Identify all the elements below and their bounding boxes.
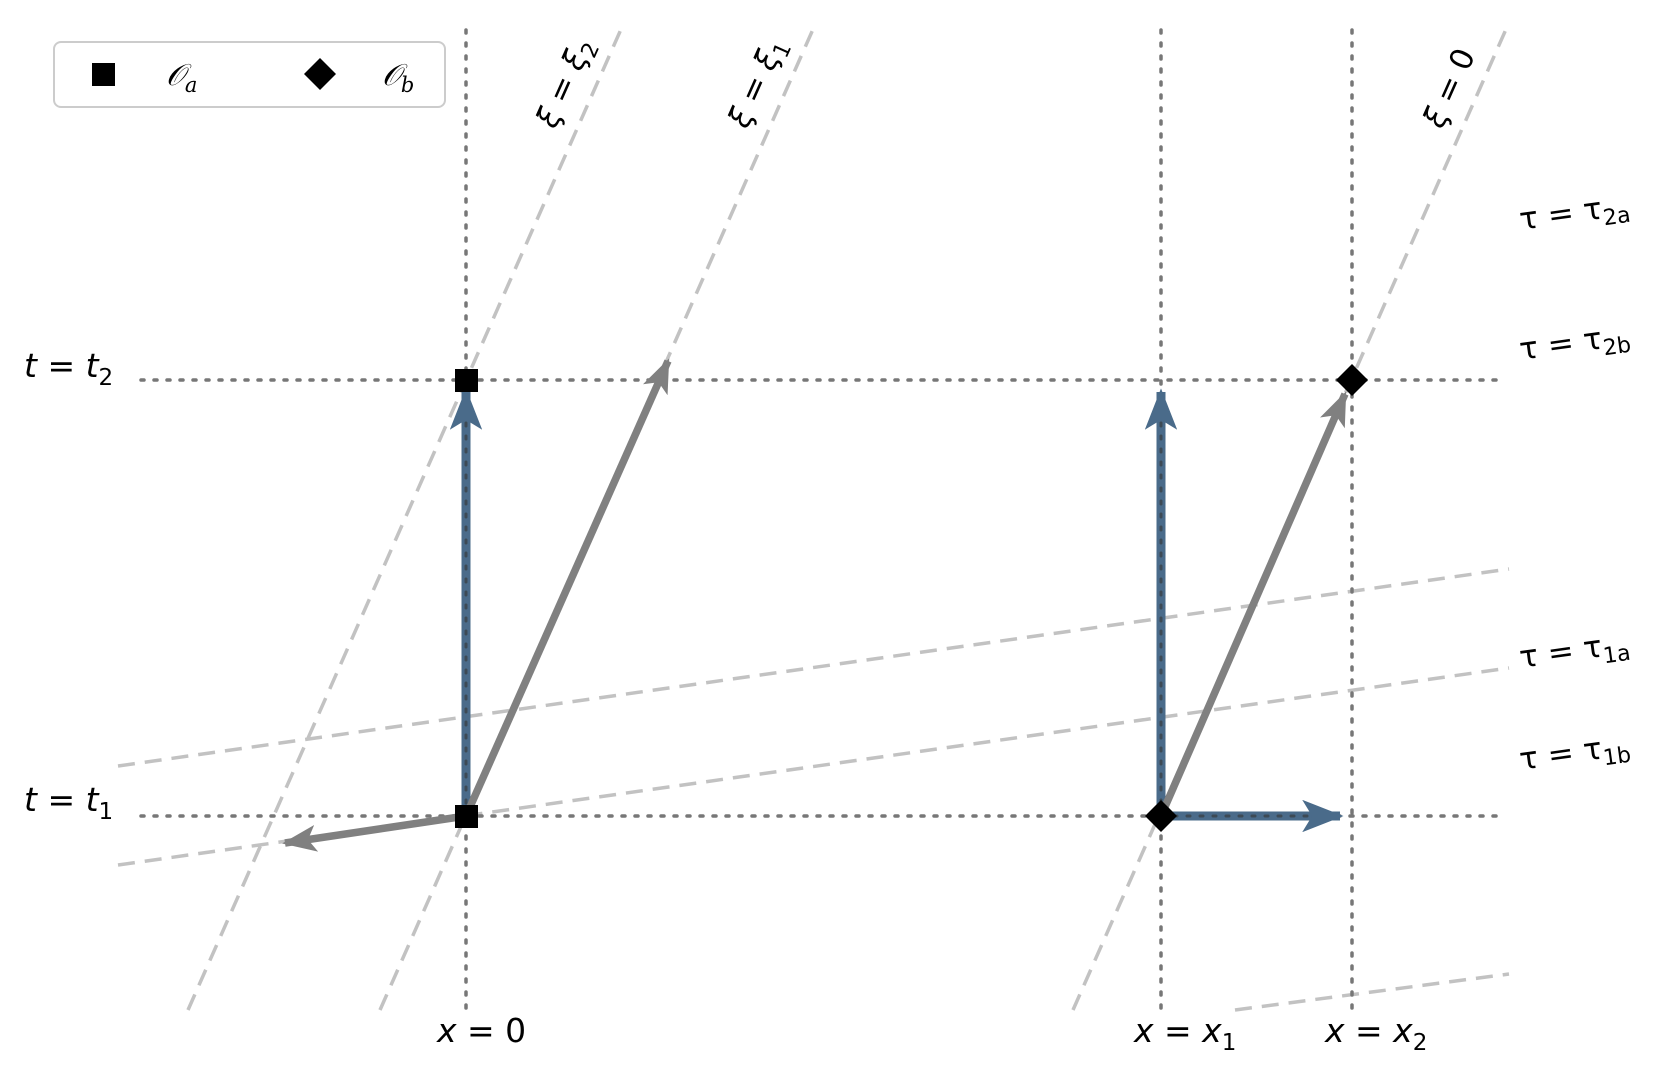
legend-square-icon: [92, 63, 115, 86]
position-labels: x = 0 x = x1 x = x2: [436, 1011, 1427, 1056]
event-diamond-marker: [1145, 800, 1177, 832]
tau-line-lower: [117, 666, 1510, 867]
gray-arrow-left-back: [282, 812, 467, 852]
label-x-equals-0: x = 0: [436, 1011, 526, 1050]
moving-frame-arrows: [282, 358, 1349, 852]
legend: 𝒪a 𝒪b: [53, 41, 446, 108]
label-xi-equals-xi1: ξ = ξ1: [721, 32, 797, 136]
coordinate-grid: [139, 28, 1506, 1010]
tau-labels: τ = τ2a τ = τ2b τ = τ1a τ = τ1b: [1517, 187, 1633, 783]
label-t-equals-t2: t = t2: [24, 346, 113, 391]
event-square-marker: [455, 369, 478, 392]
xi-constant-lines: [186, 26, 1509, 1011]
legend-box: [53, 41, 446, 108]
xi-zero-line: [1071, 26, 1509, 1011]
gray-arrow-right-diagonal: [1157, 391, 1349, 818]
gray-arrow-left-diagonal: [462, 358, 672, 818]
label-x-equals-x2: x = x2: [1324, 1011, 1427, 1056]
tau-line-upper: [117, 567, 1510, 768]
label-t-equals-t1: t = t1: [24, 780, 113, 825]
event-markers: [455, 364, 1368, 832]
legend-label-a: 𝒪a: [166, 58, 197, 97]
event-diamond-marker: [1336, 364, 1368, 396]
xi-xi1-line: [378, 26, 816, 1011]
blue-arrow-dot-overlay: [464, 418, 1312, 818]
label-xi-equals-xi2: ξ = ξ2: [529, 32, 605, 136]
label-tau-2a: τ = τ2a: [1517, 187, 1632, 243]
event-square-marker: [455, 805, 478, 828]
time-labels: t = t2 t = t1: [24, 346, 113, 825]
label-tau-2b: τ = τ2b: [1517, 317, 1633, 373]
label-tau-1a: τ = τ1a: [1517, 625, 1632, 681]
xi-labels: ξ = ξ2 ξ = ξ1 ξ = 0: [529, 32, 1483, 136]
tau-line-bottom: [1234, 972, 1510, 1012]
label-tau-1b: τ = τ1b: [1517, 727, 1633, 783]
xi-xi2-line: [186, 26, 624, 1011]
label-xi-equals-0: ξ = 0: [1416, 43, 1483, 134]
tau-constant-lines: [117, 567, 1510, 1012]
label-x-equals-x1: x = x1: [1133, 1011, 1236, 1056]
legend-diamond-icon: [304, 58, 336, 90]
